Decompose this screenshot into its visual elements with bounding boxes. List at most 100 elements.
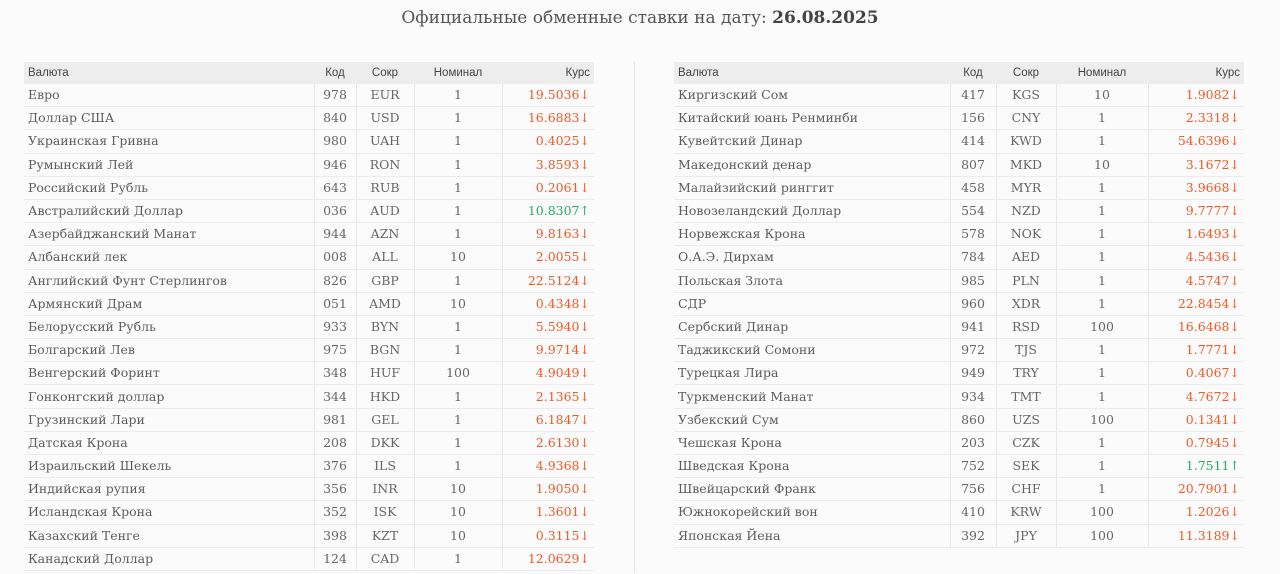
column-header-rate[interactable]: Курс bbox=[1148, 62, 1244, 84]
currency-nominal: 1 bbox=[1055, 384, 1148, 409]
currency-name: Румынский Лей bbox=[24, 153, 314, 177]
arrow-down-icon: ↓ bbox=[1229, 110, 1240, 126]
currency-nominal: 10 bbox=[413, 292, 502, 316]
arrow-down-icon: ↓ bbox=[1229, 318, 1240, 334]
currency-abbr: AED bbox=[995, 245, 1056, 270]
currency-rate-cell: 2.6130↓ bbox=[501, 431, 594, 456]
column-header-nominal[interactable]: Номинал bbox=[414, 62, 502, 84]
currency-code: 352 bbox=[313, 500, 356, 525]
currency-rate-cell: 1.9082↓ bbox=[1147, 84, 1244, 108]
currency-abbr: GEL bbox=[355, 408, 414, 432]
column-header-rate[interactable]: Курс bbox=[502, 62, 594, 84]
currency-nominal: 1 bbox=[413, 84, 502, 108]
currency-nominal: 1 bbox=[1055, 176, 1148, 200]
arrow-up-icon: ↑ bbox=[1229, 458, 1240, 474]
currency-rate: 0.7945 bbox=[1185, 434, 1230, 450]
currency-nominal: 100 bbox=[1055, 315, 1148, 340]
arrow-down-icon: ↓ bbox=[579, 179, 590, 195]
currency-rate: 4.5436 bbox=[1185, 249, 1230, 265]
currency-code: 784 bbox=[949, 245, 996, 270]
currency-name: Киргизский Сом bbox=[674, 84, 950, 108]
currency-nominal: 100 bbox=[413, 361, 502, 386]
currency-nominal: 1 bbox=[413, 454, 502, 479]
currency-name: Армянский Драм bbox=[24, 292, 314, 316]
currency-code: 414 bbox=[949, 129, 996, 154]
column-header-code[interactable]: Код bbox=[314, 62, 356, 84]
currency-abbr: USD bbox=[355, 106, 414, 131]
column-header-abbr[interactable]: Сокр bbox=[996, 62, 1056, 84]
currency-rate-cell: 22.5124↓ bbox=[501, 269, 594, 293]
currency-code: 949 bbox=[949, 361, 996, 386]
currency-nominal: 1 bbox=[1055, 269, 1148, 293]
currency-rate: 2.6130 bbox=[535, 434, 580, 450]
currency-rate: 6.1847 bbox=[535, 411, 580, 427]
currency-nominal: 1 bbox=[413, 408, 502, 432]
table-row: Сербский Динар 941 RSD 100 16.6468↓ bbox=[674, 315, 1244, 340]
column-header-code[interactable]: Код bbox=[950, 62, 996, 84]
currency-abbr: CZK bbox=[995, 431, 1056, 456]
currency-name: Исландская Крона bbox=[24, 500, 314, 525]
table-row: Исландская Крона 352 ISK 10 1.3601↓ bbox=[24, 500, 594, 525]
currency-rate-cell: 1.2026↓ bbox=[1147, 500, 1244, 525]
currency-code: 376 bbox=[313, 454, 356, 479]
currency-code: 860 bbox=[949, 408, 996, 432]
currency-name: Турецкая Лира bbox=[674, 361, 950, 386]
table-header-row: Валюта Код Сокр Номинал Курс bbox=[674, 62, 1244, 84]
arrow-down-icon: ↓ bbox=[579, 504, 590, 520]
arrow-down-icon: ↓ bbox=[1229, 504, 1240, 520]
table-row: Киргизский Сом 417 KGS 10 1.9082↓ bbox=[674, 84, 1244, 108]
currency-abbr: CHF bbox=[995, 477, 1056, 502]
currency-abbr: RSD bbox=[995, 315, 1056, 340]
currency-name: Грузинский Лари bbox=[24, 408, 314, 432]
currency-code: 985 bbox=[949, 269, 996, 293]
arrow-down-icon: ↓ bbox=[579, 110, 590, 126]
currency-rate: 3.8593 bbox=[535, 156, 580, 172]
currency-nominal: 1 bbox=[1055, 222, 1148, 247]
currency-abbr: INR bbox=[355, 477, 414, 502]
currency-name: Сербский Динар bbox=[674, 315, 950, 340]
currency-rate: 3.9668 bbox=[1185, 179, 1230, 195]
arrow-down-icon: ↓ bbox=[579, 411, 590, 427]
column-header-nominal[interactable]: Номинал bbox=[1056, 62, 1148, 84]
currency-nominal: 10 bbox=[413, 524, 502, 548]
table-row: Израильский Шекель 376 ILS 1 4.9368↓ bbox=[24, 454, 594, 479]
currency-nominal: 1 bbox=[413, 106, 502, 131]
table-row: Австралийский Доллар 036 AUD 1 10.8307↑ bbox=[24, 199, 594, 224]
currency-name: Чешская Крона bbox=[674, 431, 950, 456]
currency-rate-cell: 20.7901↓ bbox=[1147, 477, 1244, 502]
currency-abbr: NOK bbox=[995, 222, 1056, 247]
currency-rate: 19.5036 bbox=[527, 87, 580, 103]
currency-rate: 0.4348 bbox=[535, 295, 580, 311]
table-row: Украинская Гривна 980 UAH 1 0.4025↓ bbox=[24, 129, 594, 154]
arrow-up-icon: ↑ bbox=[579, 203, 590, 219]
table-row: Чешская Крона 203 CZK 1 0.7945↓ bbox=[674, 431, 1244, 456]
currency-rate-cell: 1.3601↓ bbox=[501, 500, 594, 525]
currency-nominal: 100 bbox=[1055, 524, 1148, 548]
column-header-name[interactable]: Валюта bbox=[674, 62, 950, 84]
currency-abbr: TMT bbox=[995, 384, 1056, 409]
currency-nominal: 1 bbox=[413, 153, 502, 177]
currency-abbr: KWD bbox=[995, 129, 1056, 154]
page-title: Официальные обменные ставки на дату: 26.… bbox=[0, 8, 1280, 28]
currency-name: Китайский юань Ренминби bbox=[674, 106, 950, 131]
column-header-name[interactable]: Валюта bbox=[24, 62, 314, 84]
currency-rate: 9.7777 bbox=[1185, 203, 1230, 219]
currency-code: 051 bbox=[313, 292, 356, 316]
currency-abbr: NZD bbox=[995, 199, 1056, 224]
table-row: О.А.Э. Дирхам 784 AED 1 4.5436↓ bbox=[674, 245, 1244, 270]
column-header-abbr[interactable]: Сокр bbox=[356, 62, 414, 84]
currency-rate-cell: 16.6468↓ bbox=[1147, 315, 1244, 340]
table-row: Российский Рубль 643 RUB 1 0.2061↓ bbox=[24, 176, 594, 200]
currency-abbr: TJS bbox=[995, 338, 1056, 363]
table-row: Таджикский Сомони 972 TJS 1 1.7771↓ bbox=[674, 338, 1244, 363]
currency-name: Кувейтский Динар bbox=[674, 129, 950, 154]
currency-name: Швейцарский Франк bbox=[674, 477, 950, 502]
arrow-down-icon: ↓ bbox=[579, 388, 590, 404]
currency-name: Венгерский Форинт bbox=[24, 361, 314, 386]
table-row: Грузинский Лари 981 GEL 1 6.1847↓ bbox=[24, 408, 594, 432]
table-row: СДР 960 XDR 1 22.8454↓ bbox=[674, 292, 1244, 316]
currency-rate: 1.7511 bbox=[1185, 458, 1230, 474]
currency-rate: 0.4025 bbox=[535, 133, 580, 149]
table-row: Турецкая Лира 949 TRY 1 0.4067↓ bbox=[674, 361, 1244, 386]
currency-abbr: EUR bbox=[355, 84, 414, 108]
